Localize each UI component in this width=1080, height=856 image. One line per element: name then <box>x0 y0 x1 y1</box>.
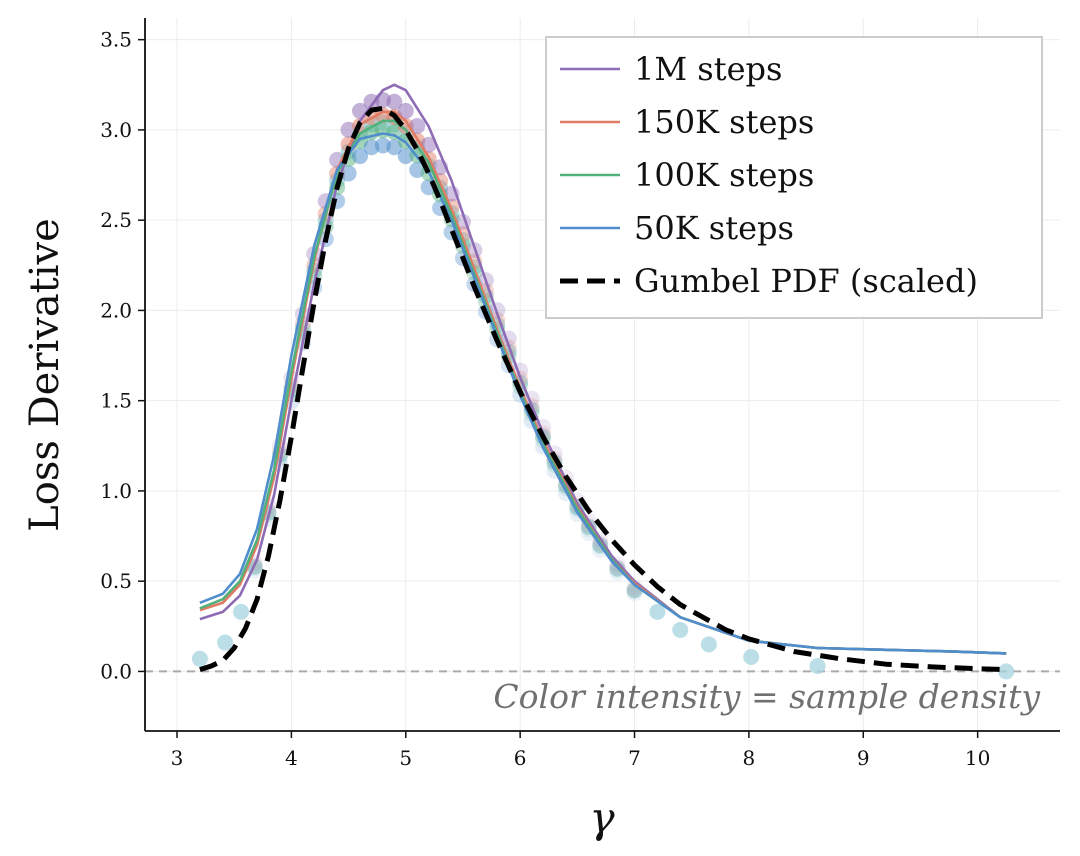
density-sample-point <box>672 621 689 638</box>
density-sample-point <box>809 658 826 675</box>
density-sample-point <box>217 634 234 651</box>
legend: 1M steps 150K steps 100K steps 50K steps Gum… <box>545 36 1043 319</box>
legend-label: Gumbel PDF (scaled) <box>634 262 978 300</box>
density-sample-point <box>340 165 357 182</box>
x-tick-label: 8 <box>743 746 756 770</box>
density-sample-point <box>352 148 369 165</box>
density-sample-point <box>700 636 717 653</box>
tick-labels: 3 4 5 6 7 8 9 10 0.0 0.5 1.0 1.5 2.0 2.5 3.0 3.5 <box>100 28 990 770</box>
x-tick-label: 9 <box>857 746 870 770</box>
legend-label: 150K steps <box>634 103 814 141</box>
axes <box>144 18 1060 732</box>
density-sample-point <box>409 117 426 134</box>
y-tick-label: 1.0 <box>100 479 132 503</box>
y-tick-label: 3.5 <box>100 28 132 52</box>
density-sample-point <box>191 650 208 667</box>
y-axis-label: Loss Derivative <box>22 218 68 532</box>
x-tick-label: 6 <box>514 746 527 770</box>
density-sample-point <box>233 603 250 620</box>
y-tick-label: 0.0 <box>100 659 132 683</box>
density-sample-point <box>649 603 666 620</box>
y-tick-label: 3.0 <box>100 118 132 142</box>
x-tick-label: 5 <box>399 746 412 770</box>
legend-label: 1M steps <box>634 50 782 88</box>
x-tick-label: 4 <box>285 746 298 770</box>
y-tick-label: 2.5 <box>100 208 132 232</box>
density-sample-point <box>998 663 1015 680</box>
x-axis-label: γ <box>589 793 615 842</box>
legend-label: 100K steps <box>634 156 814 194</box>
legend-frame <box>545 36 1043 319</box>
x-tick-label: 3 <box>171 746 184 770</box>
series-line <box>199 132 1007 655</box>
y-tick-label: 1.5 <box>100 389 132 413</box>
series-line <box>199 105 1007 673</box>
density-sample-point <box>397 102 414 119</box>
series-lines <box>199 83 1007 673</box>
density-sample-point <box>386 93 403 110</box>
y-tick-label: 2.0 <box>100 298 132 322</box>
density-annotation: Color intensity = sample density <box>493 677 1040 716</box>
x-tick-label: 10 <box>965 746 990 770</box>
density-sample-point <box>626 585 643 602</box>
y-tick-label: 0.5 <box>100 569 132 593</box>
density-sample-point <box>743 648 760 665</box>
density-sample-point <box>397 148 414 165</box>
legend-label: 50K steps <box>634 209 794 247</box>
x-tick-label: 7 <box>628 746 641 770</box>
